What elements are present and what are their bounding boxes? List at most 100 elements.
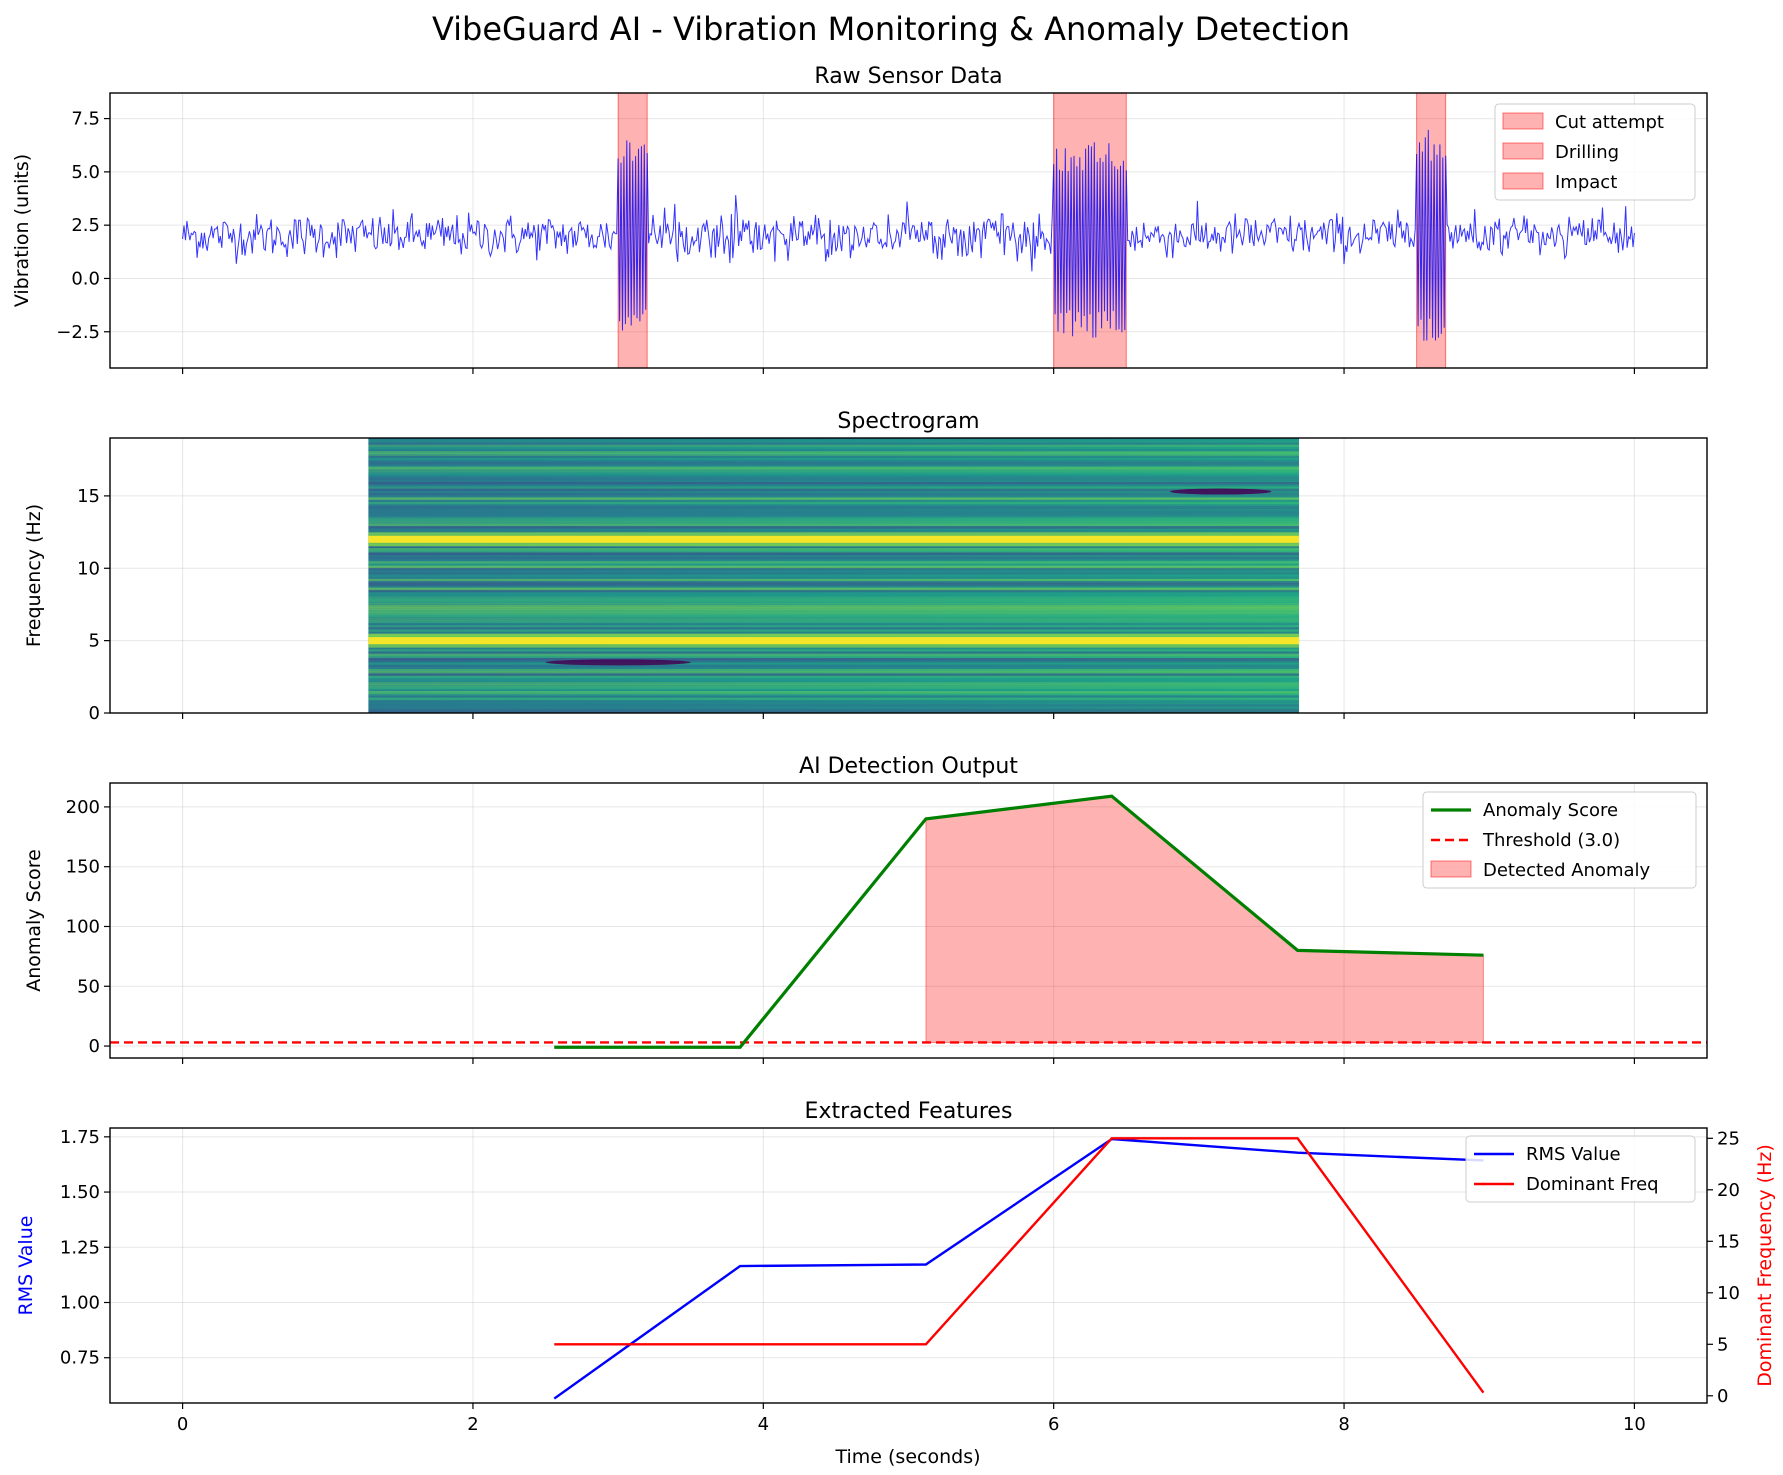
y-tick-label: 100 <box>66 916 100 937</box>
spectrogram-row <box>368 622 1300 626</box>
spectrogram-row <box>368 572 1300 575</box>
spectrogram-row <box>368 603 1300 606</box>
spectrogram-row <box>368 545 1300 549</box>
spectrogram-row <box>368 453 1300 457</box>
plot-area <box>182 93 1635 368</box>
spectrogram-row <box>368 651 1300 655</box>
spectrogram-row <box>368 620 1300 624</box>
spectrogram-row <box>368 682 1300 685</box>
spectrogram-row <box>368 565 1300 569</box>
spectrogram-row <box>368 446 1300 450</box>
spectrogram-row <box>368 477 1300 481</box>
anomaly-score-line <box>554 794 1484 1049</box>
spectrogram-row <box>368 627 1300 630</box>
spectrogram-row <box>368 609 1300 613</box>
legend-swatch <box>1502 142 1544 160</box>
y-tick-label: 200 <box>66 797 100 818</box>
plot-area <box>368 438 1300 713</box>
spectrogram-row <box>368 561 1300 564</box>
spectrogram-row <box>368 686 1300 690</box>
spectrogram-row <box>368 482 1300 485</box>
spectrogram-row <box>368 708 1300 712</box>
legend-label: Cut attempt <box>1555 112 1664 133</box>
spectrogram-row <box>368 618 1300 622</box>
spectrogram-row <box>368 684 1300 688</box>
spectrogram-row <box>368 669 1300 672</box>
spectrogram-row <box>368 457 1300 461</box>
spectrogram-band-peak <box>368 535 1300 543</box>
y-tick-label: 50 <box>77 976 100 997</box>
spectrogram-row <box>368 567 1300 571</box>
y-axis-label: Vibration (units) <box>11 154 33 307</box>
x-tick-label: 4 <box>758 1414 769 1435</box>
spectrogram-row <box>368 510 1300 514</box>
x-tick-label: 0 <box>177 1414 188 1435</box>
spectrogram-row <box>368 660 1300 663</box>
y-tick-label: 1.25 <box>60 1237 100 1258</box>
x-axis-label: Time (seconds) <box>834 1446 980 1468</box>
spectrogram-row <box>368 521 1300 525</box>
y-tick-label: 15 <box>77 486 100 507</box>
spectrogram-row <box>368 556 1300 560</box>
spectrogram-row <box>368 451 1300 454</box>
y-tick-label: 0 <box>89 1036 100 1057</box>
y-right-tick-label: 5 <box>1717 1334 1728 1355</box>
spectrogram-row <box>368 559 1300 562</box>
legend: Anomaly Score Threshold (3.0) Detected Ano… <box>1422 791 1697 889</box>
legend-label: Drilling <box>1555 142 1619 163</box>
spectrogram-row <box>368 596 1300 600</box>
y-tick-label: 0.0 <box>71 268 100 289</box>
plot-frame <box>109 437 1708 714</box>
spectrogram-row <box>368 528 1300 531</box>
spectrogram-row <box>368 680 1300 683</box>
y-right-tick-label: 25 <box>1717 1128 1740 1149</box>
panel-title: AI Detection Output <box>799 754 1018 779</box>
spectrogram-row <box>368 530 1300 534</box>
y-tick-label: 0.75 <box>60 1348 100 1369</box>
spectrogram-row <box>368 440 1300 443</box>
spectrogram-row <box>368 704 1300 707</box>
spectrogram-row <box>368 629 1300 633</box>
y-right-tick-label: 20 <box>1717 1180 1740 1201</box>
spectrogram-row <box>368 570 1300 573</box>
legend-label: RMS Value <box>1526 1144 1621 1165</box>
legend-box <box>1422 791 1697 889</box>
x-tick-label: 8 <box>1338 1414 1349 1435</box>
legend-label: Detected Anomaly <box>1483 860 1651 881</box>
plot-area <box>110 794 1707 1049</box>
spectrogram-row <box>368 578 1300 582</box>
spectrogram-row <box>368 552 1300 556</box>
panel-3: AI Detection Output 0 50 100 150 200 Anomaly S… <box>23 754 1708 1064</box>
spectrogram-row <box>368 598 1300 602</box>
legend-swatch <box>1502 112 1544 130</box>
spectrogram-row <box>368 673 1300 677</box>
spectrogram-row <box>368 607 1300 611</box>
spectrogram-row <box>368 616 1300 619</box>
y-right-tick-label: 10 <box>1717 1283 1740 1304</box>
spectrogram-row <box>368 548 1300 551</box>
x-tick-label: 10 <box>1623 1414 1646 1435</box>
spectrogram-row <box>368 523 1300 527</box>
legend-label: Dominant Freq <box>1526 1174 1659 1195</box>
spectrogram-row <box>368 438 1300 441</box>
spectrogram-dark-spot <box>545 659 691 666</box>
spectrogram-row <box>368 563 1300 567</box>
spectrogram-row <box>368 600 1300 604</box>
spectrogram-row <box>368 574 1300 578</box>
spectrogram-row <box>368 655 1300 659</box>
spectrogram-row <box>368 466 1300 470</box>
spectrogram-row <box>368 662 1300 666</box>
spectrogram-row <box>368 581 1300 584</box>
spectrogram-row <box>368 589 1300 593</box>
spectrogram-row <box>368 611 1300 615</box>
y-tick-label: 7.5 <box>71 109 100 130</box>
y-axis-label: Frequency (Hz) <box>23 504 45 647</box>
y-axis-label: Anomaly Score <box>23 849 45 992</box>
spectrogram-row <box>368 605 1300 608</box>
y-tick-label: 1.75 <box>60 1127 100 1148</box>
spectrogram-row <box>368 490 1300 494</box>
spectrogram-row <box>368 479 1300 483</box>
spectrogram-row <box>368 693 1300 696</box>
y-axis-label: RMS Value <box>15 1216 37 1316</box>
